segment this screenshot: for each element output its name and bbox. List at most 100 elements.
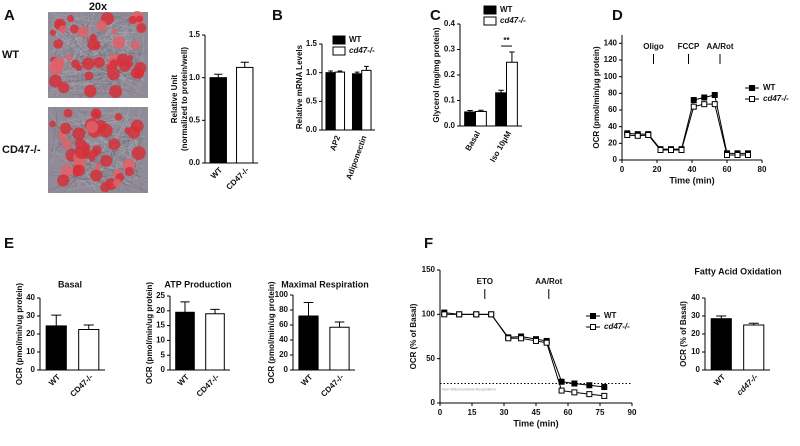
point xyxy=(586,391,593,398)
y-tick-label: 60 xyxy=(608,105,617,114)
series-line xyxy=(627,103,748,156)
cell xyxy=(58,25,67,34)
cell xyxy=(74,138,86,150)
point xyxy=(678,147,685,153)
chart-title: Fatty Acid Oxidation xyxy=(694,266,781,276)
cell xyxy=(127,125,141,139)
fiber xyxy=(131,153,143,191)
point xyxy=(701,94,708,101)
point xyxy=(473,311,480,318)
y-tick-label: 20 xyxy=(156,306,165,315)
fiber xyxy=(75,52,147,58)
cell xyxy=(93,56,105,68)
cell xyxy=(112,36,126,49)
error-bar xyxy=(328,70,333,73)
legend-label: cd47-/- xyxy=(763,94,789,103)
magnification: 20x xyxy=(89,1,108,13)
y-tick-label: 40 xyxy=(26,293,35,302)
cell xyxy=(116,53,130,67)
x-axis-label: Time (min) xyxy=(669,175,714,185)
y-axis-label: OCR (pmol/min/ug protein) xyxy=(267,281,276,384)
fiber xyxy=(112,23,140,30)
point xyxy=(657,147,664,153)
fiber xyxy=(61,15,89,23)
y-axis-label: Relative mRNA Levels xyxy=(295,44,304,129)
y-tick-label: 0.4 xyxy=(444,19,456,28)
bar xyxy=(325,72,336,131)
cell xyxy=(63,108,73,118)
annotation: ETO xyxy=(477,277,493,286)
bar xyxy=(175,311,195,371)
y-tick-label: 30 xyxy=(691,311,700,320)
point xyxy=(456,311,463,318)
bar xyxy=(351,73,363,131)
y-tick-label: 0 xyxy=(431,398,436,407)
fiber xyxy=(50,128,72,159)
fiber xyxy=(60,113,147,169)
legend-swatch xyxy=(749,85,755,91)
fiber xyxy=(75,12,95,71)
y-tick-label: 0 xyxy=(613,155,618,164)
y-tick-label: 20 xyxy=(691,329,700,338)
cell xyxy=(66,14,75,23)
legend-label: cd47-/- xyxy=(604,322,630,331)
x-tick-label: 30 xyxy=(500,408,509,417)
y-tick-label: 1.5 xyxy=(189,30,201,39)
x-tick-label: Iso 10μM xyxy=(488,129,513,163)
cell xyxy=(82,149,92,159)
y-tick-label: 0.3 xyxy=(444,45,456,54)
cell xyxy=(108,138,121,151)
annotation: FCCP xyxy=(678,42,700,51)
y-axis-label: Glycerol (mg/mg protein) xyxy=(432,27,441,122)
y-tick-label: 0.1 xyxy=(444,96,456,105)
y-tick-label: 60 xyxy=(279,320,288,329)
cell xyxy=(109,84,123,99)
x-tick-label: 75 xyxy=(596,408,605,417)
y-axis-label: OCR (pmol/min/ug protein) xyxy=(15,283,24,386)
point xyxy=(558,387,565,394)
bar xyxy=(464,111,476,127)
point xyxy=(724,152,730,158)
point xyxy=(711,92,718,98)
cell xyxy=(124,166,134,177)
y-tick-label: 1.0 xyxy=(306,68,318,77)
cell xyxy=(88,155,96,162)
point xyxy=(571,380,578,387)
fiber xyxy=(60,29,141,56)
y-tick-label: 20 xyxy=(608,138,617,147)
point xyxy=(701,101,708,108)
panel-letter: F xyxy=(424,235,433,252)
panel-letter: C xyxy=(430,7,441,24)
x-tick-label: CD47-/- xyxy=(319,372,345,398)
cell xyxy=(114,112,123,121)
error-bar xyxy=(334,321,345,328)
y-tick-label: 25 xyxy=(156,291,165,300)
x-tick-label: 15 xyxy=(468,408,477,417)
cell xyxy=(61,138,72,149)
point xyxy=(601,392,608,399)
y-tick-label: 50 xyxy=(426,354,435,363)
fiber xyxy=(56,16,100,23)
x-tick-label: 0 xyxy=(438,408,443,417)
error-bar xyxy=(214,73,223,78)
panel-letter: A xyxy=(4,7,15,24)
chart-title: ATP Production xyxy=(164,279,231,289)
cell xyxy=(130,40,140,50)
cell xyxy=(51,57,65,71)
fiber xyxy=(73,70,136,89)
cell xyxy=(131,146,146,161)
error-bar xyxy=(303,302,314,316)
fiber xyxy=(51,116,58,156)
error-bar xyxy=(240,61,249,68)
y-tick-label: 0.5 xyxy=(189,115,201,124)
cell xyxy=(84,71,94,81)
error-bar xyxy=(354,71,360,74)
x-tick-label: 60 xyxy=(564,408,573,417)
point xyxy=(634,132,641,139)
panel-letter: D xyxy=(612,7,623,24)
row-label: CD47-/- xyxy=(2,144,41,156)
y-tick-label: 20 xyxy=(26,329,35,338)
y-axis-label: OCR (% of Basal) xyxy=(679,301,688,367)
cell xyxy=(100,182,111,193)
y-axis-label: (normalized to protein/well) xyxy=(180,47,189,151)
